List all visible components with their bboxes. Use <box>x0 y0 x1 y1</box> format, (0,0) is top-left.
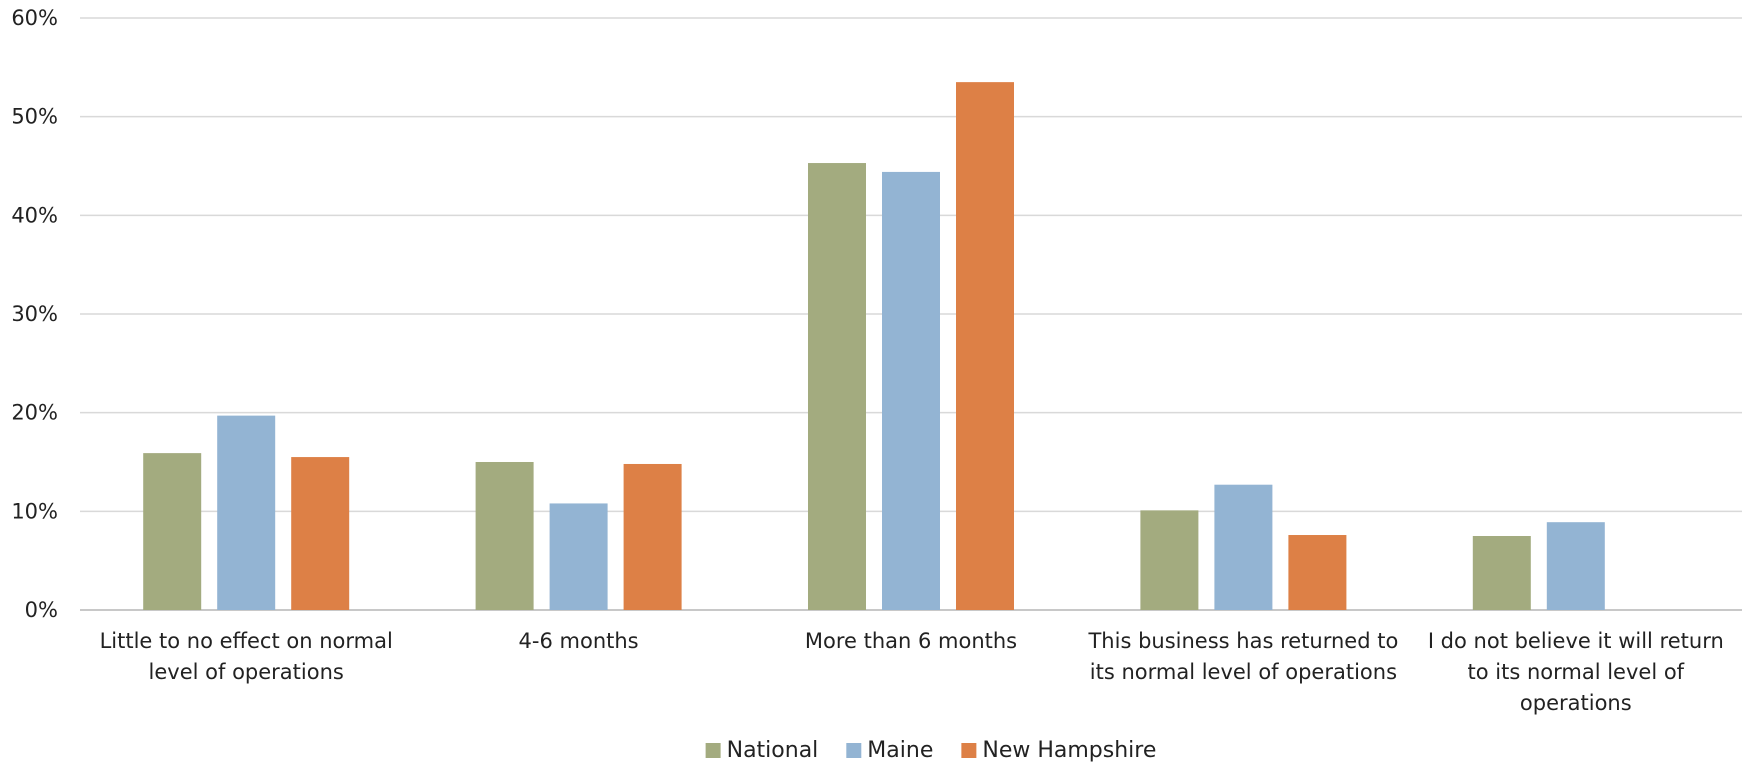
x-category-label: I do not believe it will return to its no… <box>1428 629 1724 715</box>
bars <box>143 82 1605 611</box>
y-tick-label: 10% <box>11 499 58 523</box>
bar-new-hampshire <box>623 463 682 610</box>
y-tick-label: 30% <box>11 302 58 326</box>
y-tick-label: 60% <box>11 6 58 30</box>
bar-national <box>1140 510 1199 610</box>
legend-swatch-maine <box>846 743 862 758</box>
legend-label: Maine <box>867 738 933 763</box>
x-category-label-line: operations <box>1520 691 1632 715</box>
x-category-label-line: This business has returned to <box>1087 629 1398 653</box>
bar-maine <box>1214 484 1273 610</box>
legend: National Maine New Hampshire <box>705 738 1156 763</box>
x-category-label-line: I do not believe it will return <box>1428 629 1724 653</box>
x-category-label-line: level of operations <box>149 660 344 684</box>
bar-new-hampshire <box>291 457 350 610</box>
x-category-label-line: 4-6 months <box>519 629 639 653</box>
legend-swatch-national <box>705 743 721 758</box>
bar-national <box>475 462 534 610</box>
x-category-label: More than 6 months <box>805 629 1017 653</box>
x-category-label: This business has returned to its normal … <box>1087 629 1398 684</box>
bar-maine <box>882 171 940 611</box>
x-category-label-line: Little to no effect on normal <box>100 629 393 653</box>
bar-national <box>143 453 202 610</box>
bar-maine <box>217 415 276 610</box>
bar-new-hampshire <box>1288 535 1347 610</box>
x-category-label: 4-6 months <box>519 629 639 653</box>
bar-new-hampshire <box>956 82 1014 611</box>
legend-label: New Hampshire <box>982 738 1156 763</box>
legend-swatch-new-hampshire <box>961 743 977 758</box>
x-category-label-line: to its normal level of <box>1468 660 1685 684</box>
y-axis: 0% 10% 20% 30% 40% 50% 60% <box>11 6 58 622</box>
y-tick-label: 50% <box>11 105 58 129</box>
x-category-label: Little to no effect on normal level of op… <box>100 629 393 684</box>
x-category-label-line: More than 6 months <box>805 629 1017 653</box>
bar-maine <box>1546 522 1605 610</box>
y-tick-label: 40% <box>11 203 58 227</box>
x-category-label-line: its normal level of operations <box>1090 660 1397 684</box>
bar-maine <box>549 503 608 610</box>
y-tick-label: 20% <box>11 401 58 425</box>
x-axis: Little to no effect on normal level of op… <box>100 629 1724 715</box>
bar-national <box>808 163 866 611</box>
legend-label: National <box>727 738 819 763</box>
y-tick-label: 0% <box>25 598 58 622</box>
bar-national <box>1472 536 1531 610</box>
